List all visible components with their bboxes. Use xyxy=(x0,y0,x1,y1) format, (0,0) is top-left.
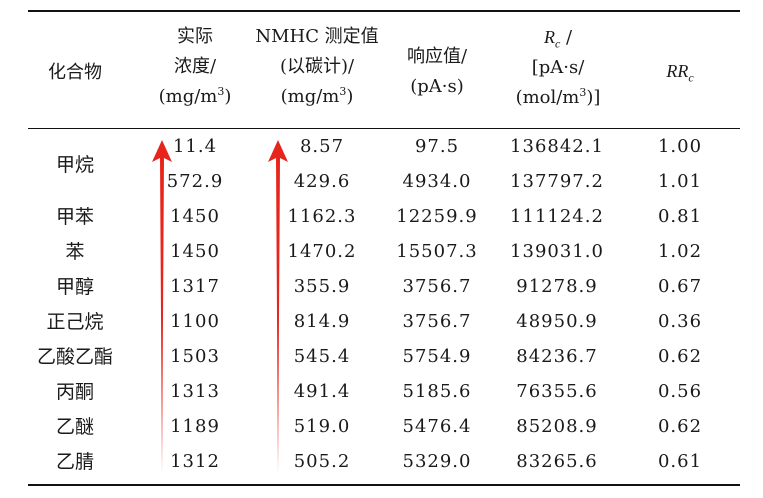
cell-rc: 111124.2 xyxy=(510,206,604,227)
cell-nmhc: 355.9 xyxy=(293,276,351,297)
cell-actual: 572.9 xyxy=(166,171,224,192)
header-rrc-symbol: RR xyxy=(666,61,689,81)
cell-rrc: 0.61 xyxy=(657,451,703,472)
up-arrow-icon xyxy=(268,140,288,474)
cell-nmhc: 814.9 xyxy=(293,311,351,332)
cell-rrc: 1.02 xyxy=(657,241,703,262)
header-rc-symbol: R xyxy=(543,27,555,47)
cell-compound: 丙酮 xyxy=(55,381,94,403)
header-nmhc: NMHC 测定值 (以碳计)/ (mg/m3) xyxy=(242,22,392,112)
header-compound-text: 化合物 xyxy=(48,62,102,83)
cell-compound: 乙醚 xyxy=(55,416,94,438)
cell-actual: 1317 xyxy=(170,276,220,297)
header-rc-line3: (mol/m3)] xyxy=(488,83,628,113)
header-nmhc-unit-exp: 3 xyxy=(339,85,347,98)
cell-actual: 1450 xyxy=(170,241,220,262)
cell-rc: 83265.6 xyxy=(516,451,598,472)
cell-compound: 苯 xyxy=(65,241,85,263)
cell-rc: 76355.6 xyxy=(516,381,598,402)
cell-actual: 1100 xyxy=(170,311,220,332)
cell-nmhc: 491.4 xyxy=(293,381,351,402)
header-nmhc-line1: NMHC 测定值 xyxy=(255,26,379,47)
cell-response: 3756.7 xyxy=(402,311,472,332)
table-top-rule xyxy=(28,10,740,12)
cell-rrc: 0.67 xyxy=(657,276,703,297)
header-rc-slash: / xyxy=(560,27,573,48)
header-response: 响应值/ (pA·s) xyxy=(384,42,490,102)
header-nmhc-unit: (mg/m xyxy=(280,86,340,107)
table-bottom-rule xyxy=(28,484,740,486)
cell-response: 5754.9 xyxy=(402,346,472,367)
cell-actual: 1312 xyxy=(170,451,220,472)
cell-compound: 甲苯 xyxy=(55,206,94,228)
header-actual-unit-exp: 3 xyxy=(217,85,225,98)
cell-nmhc: 545.4 xyxy=(293,346,351,367)
cell-compound: 甲烷 xyxy=(55,153,94,176)
cell-rrc: 0.62 xyxy=(657,346,703,367)
table-header-rule xyxy=(28,128,740,129)
cell-response: 3756.7 xyxy=(402,276,472,297)
header-rc-line1: Rc / xyxy=(488,22,628,53)
cell-response: 15507.3 xyxy=(396,241,478,262)
cell-nmhc: 519.0 xyxy=(293,416,351,437)
header-actual-unit: (mg/m xyxy=(158,86,218,107)
cell-rrc: 1.00 xyxy=(657,136,703,157)
cell-actual: 1189 xyxy=(170,416,220,437)
header-rc-subscript: c xyxy=(554,36,561,51)
cell-compound: 甲醇 xyxy=(55,276,94,298)
cell-response: 5185.6 xyxy=(402,381,472,402)
header-response-line1: 响应值/ xyxy=(406,46,468,67)
header-rrc-subscript: c xyxy=(688,70,694,85)
cell-response: 5476.4 xyxy=(402,416,472,437)
header-nmhc-unit-close: ) xyxy=(346,86,354,107)
cell-rc: 137797.2 xyxy=(510,171,604,192)
header-actual-line3: (mg/m3) xyxy=(136,82,254,112)
header-nmhc-line3: (mg/m3) xyxy=(242,82,392,112)
header-rc-unit-close: )] xyxy=(586,87,601,108)
cell-rc: 84236.7 xyxy=(516,346,598,367)
cell-actual: 1503 xyxy=(170,346,220,367)
cell-rc: 85208.9 xyxy=(516,416,598,437)
header-rrc: RRc xyxy=(640,56,720,87)
cell-rrc: 0.81 xyxy=(657,206,703,227)
cell-response: 97.5 xyxy=(414,136,460,157)
cell-actual: 1313 xyxy=(170,381,220,402)
cell-response: 5329.0 xyxy=(402,451,472,472)
cell-actual: 11.4 xyxy=(172,136,218,157)
cell-rc: 48950.9 xyxy=(516,311,598,332)
header-response-line2: (pA·s) xyxy=(410,76,464,97)
header-nmhc-line2: (以碳计)/ xyxy=(279,56,355,77)
cell-nmhc: 1470.2 xyxy=(287,241,357,262)
header-rc-line2: [pA·s/ xyxy=(531,57,585,78)
cell-compound: 乙酸乙酯 xyxy=(36,346,113,368)
cell-rc: 139031.0 xyxy=(510,241,604,262)
cell-nmhc: 8.57 xyxy=(299,136,345,157)
cell-nmhc: 505.2 xyxy=(293,451,351,472)
up-arrow-icon xyxy=(152,140,172,474)
header-actual-line1: 实际 xyxy=(177,26,213,47)
header-rc-unit-exp: 3 xyxy=(579,86,587,99)
cell-rc: 91278.9 xyxy=(516,276,598,297)
cell-rrc: 0.62 xyxy=(657,416,703,437)
header-actual-unit-close: ) xyxy=(224,86,232,107)
cell-response: 12259.9 xyxy=(396,206,478,227)
cell-rrc: 0.36 xyxy=(657,311,703,332)
header-actual-line2: 浓度/ xyxy=(173,56,217,77)
header-compound: 化合物 xyxy=(30,58,120,88)
cell-rrc: 0.56 xyxy=(657,381,703,402)
cell-compound: 乙腈 xyxy=(55,451,94,473)
cell-rc: 136842.1 xyxy=(510,136,604,157)
cell-rrc: 1.01 xyxy=(657,171,703,192)
header-rc-unit: (mol/m xyxy=(515,87,580,108)
header-rc: Rc / [pA·s/ (mol/m3)] xyxy=(488,22,628,113)
cell-response: 4934.0 xyxy=(402,171,472,192)
cell-nmhc: 429.6 xyxy=(293,171,351,192)
cell-compound: 正己烷 xyxy=(46,311,104,333)
cell-nmhc: 1162.3 xyxy=(287,206,357,227)
header-actual-concentration: 实际 浓度/ (mg/m3) xyxy=(136,22,254,112)
cell-actual: 1450 xyxy=(170,206,220,227)
